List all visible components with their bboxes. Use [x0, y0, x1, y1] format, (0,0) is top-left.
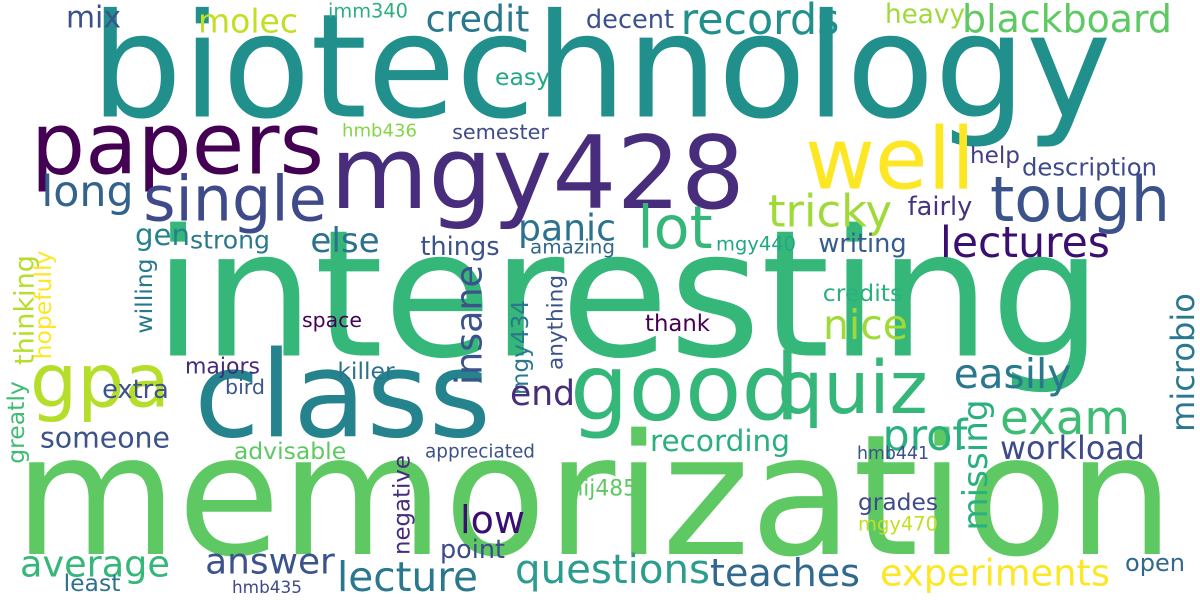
word-majors: majors [185, 355, 260, 380]
word-help: help [970, 143, 1020, 169]
word-least: least [64, 569, 121, 597]
word-extra: extra [102, 375, 169, 405]
word-mgy428: mgy428 [330, 114, 745, 232]
word-anything: anything [544, 275, 569, 370]
word-hmb441: hmb441 [857, 444, 929, 464]
word-easily: easily [954, 350, 1072, 398]
word-biotechnology: biotechnology [91, 0, 1112, 152]
word-hopefully: hopefully [29, 251, 57, 360]
word-hmb436: hmb436 [342, 121, 417, 142]
word-thank: thank [645, 311, 711, 337]
word-hmb435: hmb435 [232, 577, 302, 597]
word-lot: lot [637, 193, 712, 262]
word-killer: killer [337, 357, 395, 385]
word-class: class [194, 327, 491, 466]
word-mix: mix [66, 1, 121, 36]
word-exam: exam [1000, 392, 1130, 446]
word-credit: credit [426, 0, 530, 41]
word-strong: strong [190, 226, 270, 255]
word-mgy434: mgy434 [508, 300, 534, 395]
word-tough: tough [990, 164, 1170, 236]
word-open: open [1125, 549, 1185, 577]
word-gpa: gpa [30, 338, 170, 425]
word-mgy470: mgy470 [858, 513, 938, 536]
word-blackboard: blackboard [962, 0, 1172, 41]
word-description: description [1022, 153, 1157, 182]
word-well: well [805, 111, 975, 210]
word-low: low [460, 498, 525, 542]
word-appreciated: appreciated [425, 442, 535, 463]
word-tricky: tricky [768, 185, 892, 238]
word-panic: panic [518, 207, 616, 250]
word-negative: negative [390, 455, 416, 555]
word-amazing: amazing [530, 236, 615, 259]
word-experiments: experiments [880, 552, 1110, 595]
word-lectures: lectures [940, 218, 1110, 268]
word-lecture: lecture [337, 553, 478, 600]
word-end: end [510, 374, 575, 414]
word-long: long [41, 167, 133, 217]
word-memorization: memorization [14, 398, 1174, 594]
word-answer: answer [205, 542, 335, 583]
word-someone: someone [40, 422, 170, 455]
word-things: things [420, 232, 499, 262]
word-teaches: teaches [710, 551, 860, 595]
word-heavy: heavy [885, 0, 965, 30]
word-records: records [681, 0, 840, 45]
word-single: single [143, 163, 326, 236]
word-grades: grades [858, 488, 938, 516]
word-else: else [310, 221, 379, 261]
word-prof: prof [883, 411, 969, 461]
word-bird: bird [225, 375, 265, 399]
word-recording: recording [650, 424, 790, 458]
word-writing: writing [818, 229, 906, 259]
word-thinking: thinking [10, 255, 41, 365]
word-willing: willing [130, 258, 158, 333]
word-imm340: imm340 [328, 0, 408, 23]
word-molec: molec [198, 2, 298, 41]
word-gen: gen [135, 218, 190, 252]
word-interesting: interesting [154, 192, 1103, 398]
word-credits: credits [823, 279, 902, 307]
word-questions: questions [515, 547, 710, 593]
word-greatly: greatly [2, 381, 30, 464]
word-mij485: mij485 [562, 477, 637, 502]
word-advisable: advisable [234, 437, 346, 465]
word-missing: missing [956, 399, 996, 530]
word-quiz: quiz [777, 347, 927, 431]
word-average: average [20, 543, 170, 586]
word-semester: semester [452, 120, 549, 144]
word-mgy440: mgy440 [716, 233, 796, 256]
word-nice: nice [823, 301, 908, 349]
word-point: point [440, 535, 505, 565]
word-space: space [302, 308, 362, 332]
word-papers: papers [31, 96, 324, 195]
word-workload: workload [1000, 429, 1145, 467]
word-easy: easy [495, 63, 550, 91]
word-decent: decent [586, 5, 674, 35]
word-insane: insane [448, 265, 491, 385]
word-microbio: microbio [1164, 293, 1200, 432]
word-good: good [570, 334, 800, 442]
word-fairly: fairly [908, 192, 973, 222]
